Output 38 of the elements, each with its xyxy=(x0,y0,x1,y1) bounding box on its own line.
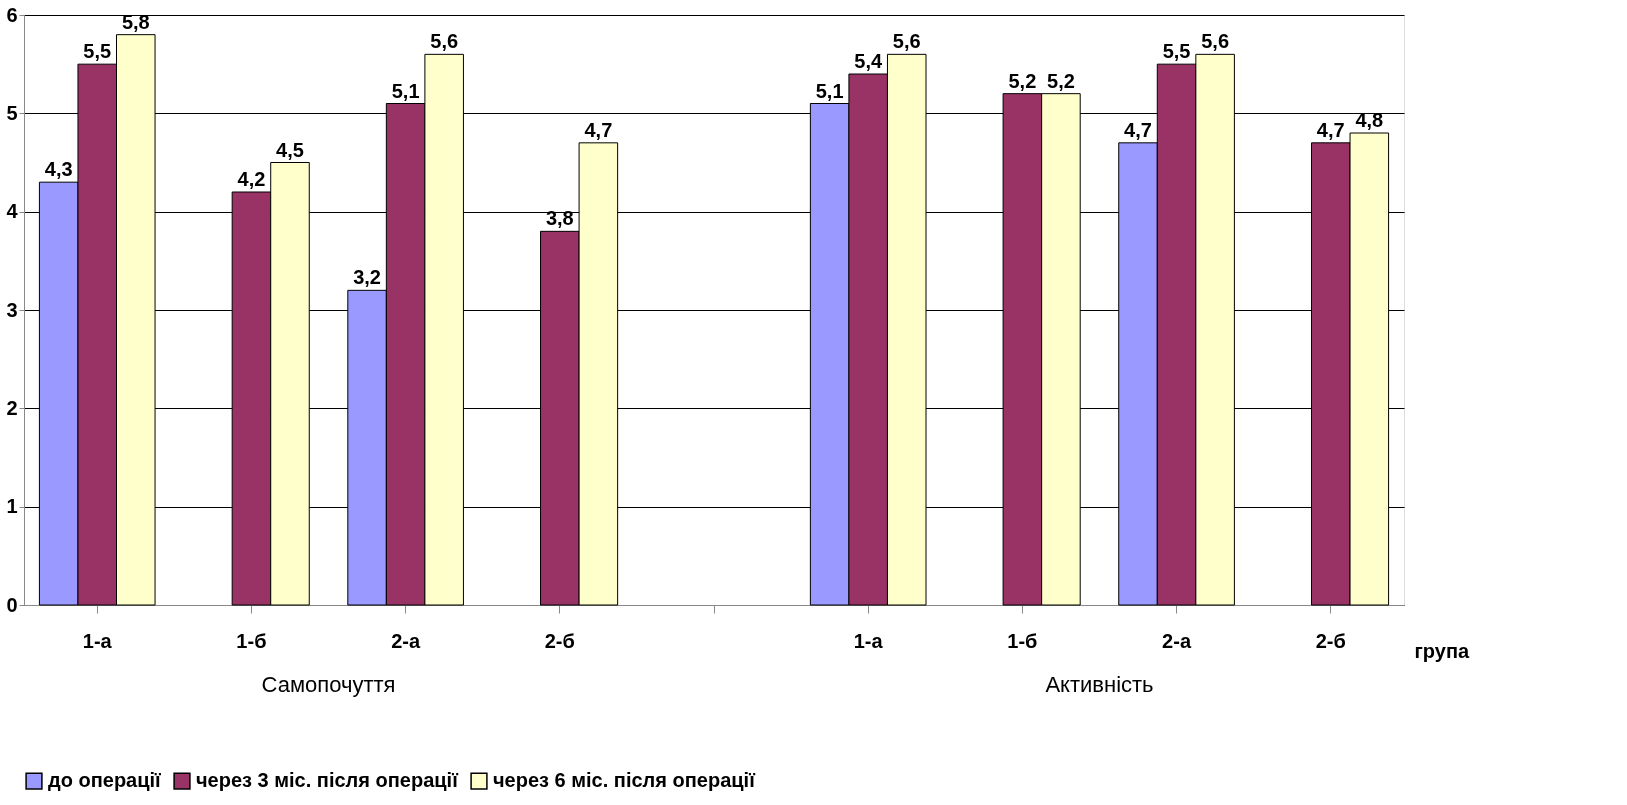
data-label: 5,2 xyxy=(1008,69,1037,92)
y-tick-label: 4 xyxy=(6,200,19,223)
legend-label: через 3 міс. після операції xyxy=(196,769,459,792)
data-label: 5,5 xyxy=(1162,40,1191,63)
text: Самопочуття xyxy=(261,672,396,697)
data-label: 5,1 xyxy=(391,79,420,102)
data-label: 5,6 xyxy=(1201,30,1230,53)
y-tick-label: 6 xyxy=(6,3,18,26)
x-tick-label: 2-б xyxy=(1315,629,1346,652)
data-label: 4,3 xyxy=(44,158,73,181)
x-tick-label: 1-а xyxy=(82,629,113,652)
data-label: 4,7 xyxy=(1316,118,1345,141)
data-label: 5,1 xyxy=(815,79,844,102)
data-label: 5,5 xyxy=(83,40,112,63)
data-label: 4,7 xyxy=(1124,118,1152,141)
data-label: 5,2 xyxy=(1047,69,1075,92)
data-label: 5,6 xyxy=(892,30,921,53)
data-label: 4,2 xyxy=(237,168,266,190)
x-tick-label: 1-а xyxy=(853,629,884,652)
data-label: 5,4 xyxy=(854,50,883,72)
data-label: 3,2 xyxy=(353,266,381,289)
y-tick-label: 1 xyxy=(6,495,18,518)
y-tick-label: 2 xyxy=(6,396,18,419)
x-tick-label: 1-б xyxy=(236,629,267,652)
data-label: 4,5 xyxy=(276,138,304,161)
y-tick-label: 3 xyxy=(6,298,18,321)
x-tick-label: 2-а xyxy=(391,629,421,652)
data-label: 5,6 xyxy=(430,30,459,53)
legend-label: до операції xyxy=(48,769,162,792)
x-tick-label: 2-б xyxy=(544,629,575,652)
x-tick-label: 2-а xyxy=(1162,629,1192,652)
y-tick-label: 0 xyxy=(6,593,18,616)
y-tick-label: 5 xyxy=(6,101,18,124)
x-tick-label: 1-б xyxy=(1007,629,1038,652)
text: Активність xyxy=(1045,672,1154,697)
legend-label: через 6 міс. після операції xyxy=(493,769,756,792)
data-label: 4,7 xyxy=(584,118,613,141)
x-axis-title: група xyxy=(1414,639,1470,662)
